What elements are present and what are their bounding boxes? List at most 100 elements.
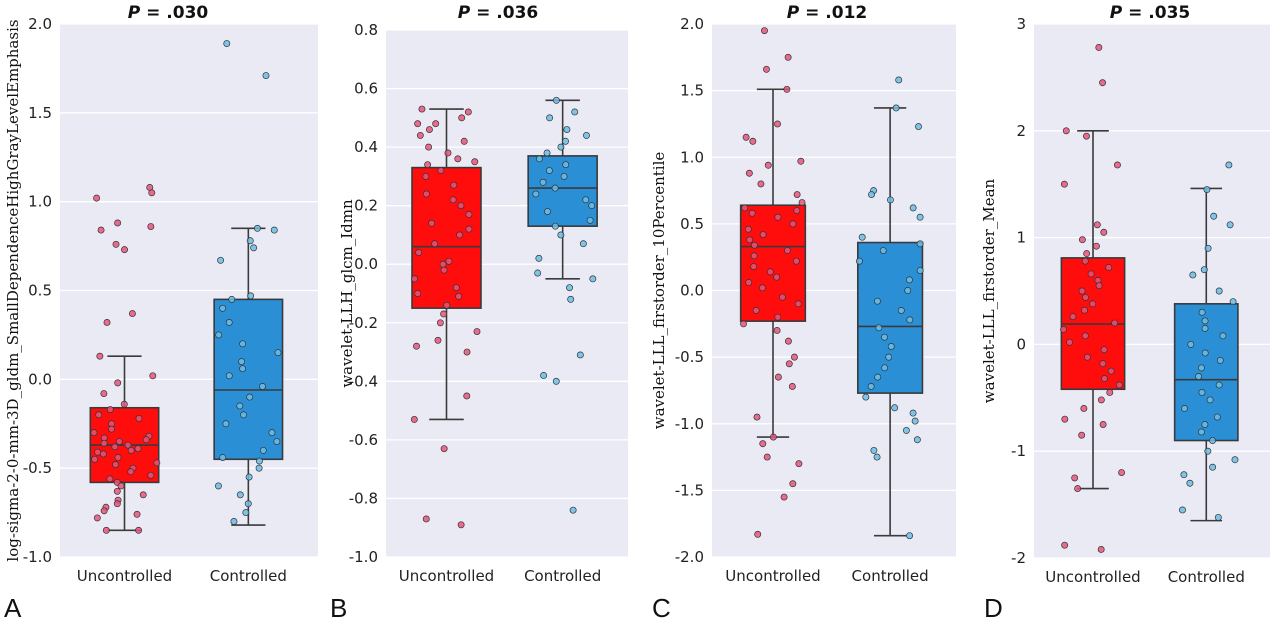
data-point [230, 518, 238, 525]
x-category-label: Controlled [210, 567, 287, 585]
data-point [114, 379, 122, 387]
data-point [90, 429, 98, 437]
data-point [106, 475, 114, 483]
data-point [432, 120, 440, 128]
data-point [906, 316, 914, 324]
data-point [562, 137, 569, 145]
data-point [1083, 353, 1091, 361]
data-point [1204, 447, 1212, 455]
data-point [114, 454, 122, 461]
y-tick-label: 1 [1016, 229, 1026, 247]
data-point [588, 202, 596, 210]
data-point [773, 327, 781, 334]
data-point [240, 411, 248, 419]
data-point [784, 53, 792, 61]
data-point [223, 40, 231, 47]
data-point [1209, 437, 1216, 444]
data-point [1097, 546, 1105, 553]
y-axis-label: wavelet-LLL_firstorder_10Percentile [650, 152, 668, 430]
data-point [759, 284, 766, 292]
data-point [535, 254, 543, 262]
data-point [1213, 413, 1221, 421]
data-point [440, 445, 448, 453]
data-point [1215, 287, 1223, 295]
data-point [259, 382, 266, 390]
data-point [567, 295, 575, 303]
y-tick-label: 1.5 [28, 104, 52, 122]
data-point [253, 224, 261, 232]
y-tick-label: 2.0 [28, 15, 52, 33]
data-point [460, 137, 468, 145]
data-point [891, 404, 899, 412]
data-point [450, 181, 458, 189]
data-point [1100, 228, 1108, 236]
data-point [1061, 415, 1069, 423]
data-point [256, 457, 263, 465]
data-point [576, 351, 584, 359]
y-tick-label: 0 [1016, 335, 1026, 353]
data-point [774, 373, 782, 381]
data-point [96, 352, 104, 360]
data-point [106, 406, 114, 413]
y-axis-label: wavelet-LLL_firstorder_Mean [980, 178, 998, 403]
data-point [741, 204, 749, 212]
data-point [418, 105, 426, 113]
data-point [225, 319, 233, 326]
box-uncontrolled [411, 166, 482, 309]
y-axis-label: wavelet-LLH_glcm_Idmn [338, 199, 356, 388]
data-point [1062, 127, 1070, 135]
data-point [1081, 257, 1089, 265]
data-point [411, 275, 419, 283]
data-point [268, 429, 276, 437]
data-point [1095, 44, 1103, 51]
data-point [766, 268, 774, 276]
data-point [557, 231, 565, 239]
data-point [757, 180, 765, 188]
data-point [562, 161, 570, 169]
data-point [902, 426, 910, 434]
data-point [1100, 346, 1108, 354]
data-point [532, 190, 540, 198]
y-tick-label: 0.8 [354, 21, 378, 39]
data-point [1099, 421, 1107, 428]
data-point [100, 507, 108, 515]
x-category-label: Controlled [852, 567, 929, 585]
data-point [436, 319, 444, 327]
title-p-value: = .012 [799, 3, 867, 23]
data-point [794, 300, 802, 308]
data-point [219, 304, 227, 312]
title-p-value: = .036 [470, 3, 538, 23]
data-point [780, 493, 788, 501]
data-point [742, 133, 750, 141]
data-point [867, 382, 875, 390]
panel-d: -2 -1 0 1 2 3 wavelet-LLL_firstorder_Mean P = .… [980, 3, 1270, 623]
data-point [1219, 332, 1227, 340]
data-point [1198, 428, 1205, 436]
y-tick-label: -2.0 [675, 548, 704, 566]
data-point [1201, 421, 1209, 428]
data-point [911, 417, 919, 425]
y-tick-label: 2.0 [680, 15, 704, 33]
data-point [1099, 360, 1107, 368]
data-point [236, 491, 244, 499]
title-p-value: = .030 [140, 3, 208, 23]
y-tick-label: 1.5 [680, 82, 704, 100]
data-point [745, 169, 753, 177]
data-point [422, 515, 430, 523]
data-point [1099, 79, 1107, 87]
data-point [456, 231, 464, 239]
data-point [134, 445, 142, 453]
data-point [1111, 319, 1119, 327]
panel-letter: B [330, 593, 347, 623]
y-tick-label: -0.8 [349, 489, 378, 507]
data-point [1181, 405, 1188, 412]
data-point [1231, 456, 1239, 464]
data-point [873, 297, 881, 305]
data-point [759, 440, 767, 448]
data-point [1083, 250, 1091, 258]
data-point [544, 208, 551, 215]
y-tick-label: -0.5 [675, 348, 704, 366]
y-tick-label: -1 [1011, 442, 1026, 460]
data-point [222, 420, 230, 428]
chart-title: P = .035 [1110, 3, 1191, 23]
